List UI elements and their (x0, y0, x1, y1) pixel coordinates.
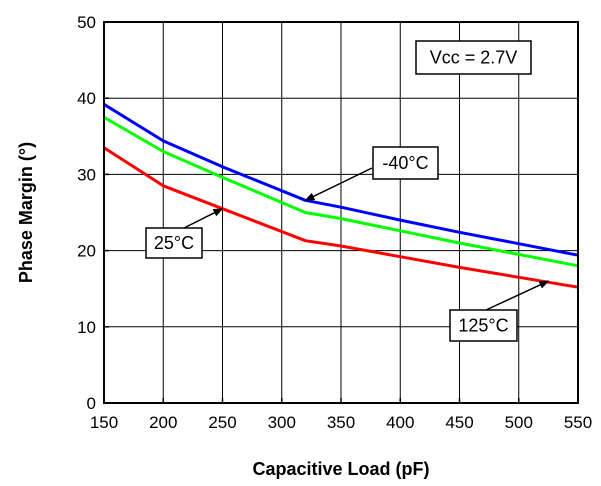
x-tick-label: 500 (505, 413, 533, 432)
x-tick-label: 400 (386, 413, 414, 432)
annotation-label: 25°C (154, 233, 194, 253)
annotation-arrow (485, 280, 550, 311)
y-tick-label: 30 (77, 165, 96, 184)
x-tick-label: 350 (327, 413, 355, 432)
y-tick-label: 40 (77, 89, 96, 108)
annotation-box (449, 309, 518, 342)
series-group (103, 103, 579, 289)
x-tick-label: 550 (564, 413, 592, 432)
annotations: Vcc = 2.7V -40°C 25°C 125°C (145, 40, 550, 342)
annotation-arrow (304, 167, 373, 201)
series-line-1 (103, 103, 579, 257)
x-axis-label: Capacitive Load (pF) (252, 459, 429, 479)
grid (104, 22, 578, 403)
annotation-box (145, 227, 203, 259)
annotation-box (415, 40, 532, 75)
annotation-arrow (183, 208, 224, 229)
tick-labels: 150 200 250 300 350 400 450 500 550 0 10 20 30 40 50 (77, 13, 592, 432)
annotation-label: 125°C (458, 316, 508, 336)
annotation-label: Vcc = 2.7V (430, 48, 518, 68)
y-tick-label: 10 (77, 318, 96, 337)
y-axis-label: Phase Margin (°) (16, 142, 36, 283)
y-tick-label: 20 (77, 242, 96, 261)
series-line-2 (103, 116, 579, 268)
y-tick-label: 50 (77, 13, 96, 32)
x-tick-label: 450 (445, 413, 473, 432)
x-tick-label: 300 (268, 413, 296, 432)
x-tick-label: 250 (208, 413, 236, 432)
x-tick-label: 150 (90, 413, 118, 432)
ticks (103, 21, 579, 404)
series-line-3 (103, 146, 579, 289)
annotation-box (372, 146, 439, 180)
x-tick-label: 200 (149, 413, 177, 432)
y-tick-label: 0 (87, 394, 96, 413)
annotation-label: -40°C (382, 153, 428, 173)
